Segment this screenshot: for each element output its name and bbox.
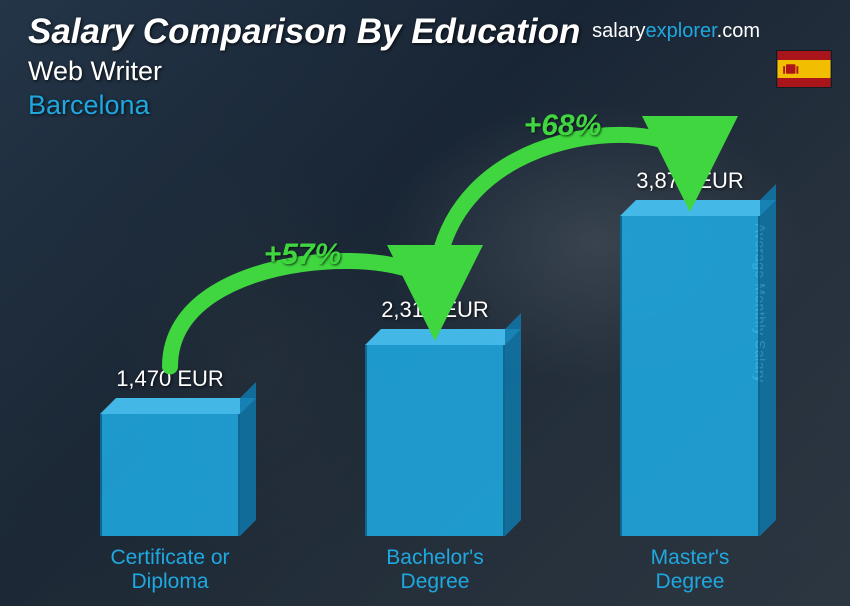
pct-label: +57% <box>264 238 342 271</box>
pct-label: +68% <box>524 109 602 142</box>
bar-value: 2,310 EUR <box>381 297 489 323</box>
bar <box>365 345 505 536</box>
bar-label: Certificate or Diploma <box>65 546 275 594</box>
bar-label: Bachelor's Degree <box>330 546 540 594</box>
watermark-prefix: salary <box>592 20 645 42</box>
chart-title: Salary Comparison By Education <box>28 12 580 52</box>
infographic-canvas: Salary Comparison By Education Web Write… <box>0 0 850 606</box>
bar-label: Master's Degree <box>585 546 795 594</box>
bar-chart: 1,470 EUR Certificate or Diploma 2,310 EUR… <box>40 64 790 594</box>
bar <box>620 216 760 536</box>
watermark: salaryexplorer.com <box>592 20 760 43</box>
bar-value: 1,470 EUR <box>116 366 224 392</box>
bar-value: 3,870 EUR <box>636 168 744 194</box>
watermark-suffix: .com <box>717 20 760 42</box>
bar <box>100 414 240 536</box>
watermark-mid: explorer <box>646 20 717 42</box>
